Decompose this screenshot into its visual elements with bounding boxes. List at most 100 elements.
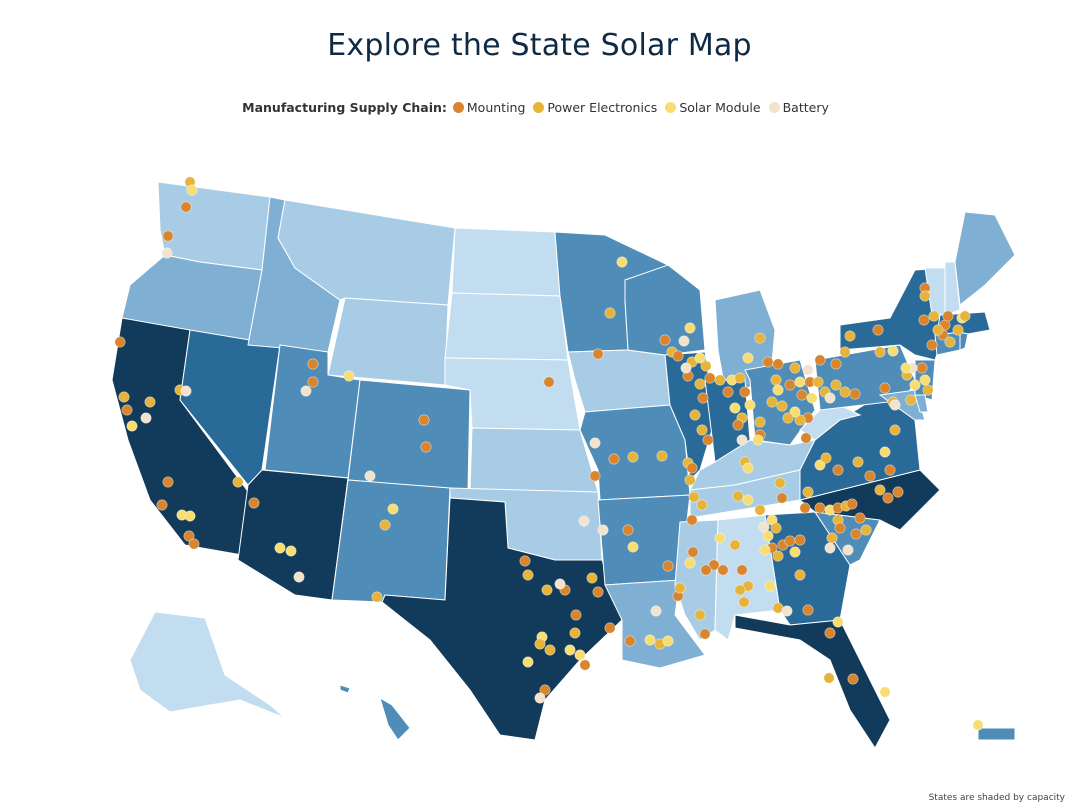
solar-module-facility-point[interactable] (762, 530, 774, 542)
mounting-facility-point[interactable] (592, 586, 604, 598)
mounting-facility-point[interactable] (543, 376, 555, 388)
legend-item-mounting[interactable]: Mounting (452, 100, 525, 115)
solar-module-facility-point[interactable] (744, 399, 756, 411)
mounting-facility-point[interactable] (114, 336, 126, 348)
battery-facility-point[interactable] (678, 335, 690, 347)
mounting-facility-point[interactable] (188, 538, 200, 550)
state-nm[interactable] (331, 479, 451, 603)
state-az[interactable] (237, 469, 349, 601)
mounting-facility-point[interactable] (539, 684, 551, 696)
battery-facility-point[interactable] (781, 605, 793, 617)
power-electronics-facility-point[interactable] (627, 451, 639, 463)
battery-facility-point[interactable] (680, 362, 692, 374)
power-electronics-facility-point[interactable] (774, 477, 786, 489)
battery-facility-point[interactable] (842, 544, 854, 556)
mounting-facility-point[interactable] (784, 379, 796, 391)
power-electronics-facility-point[interactable] (689, 409, 701, 421)
mounting-facility-point[interactable] (882, 492, 894, 504)
power-electronics-facility-point[interactable] (782, 412, 794, 424)
power-electronics-facility-point[interactable] (794, 569, 806, 581)
power-electronics-facility-point[interactable] (696, 424, 708, 436)
power-electronics-facility-point[interactable] (919, 290, 931, 302)
mounting-facility-point[interactable] (162, 230, 174, 242)
mounting-facility-point[interactable] (918, 314, 930, 326)
mounting-facility-point[interactable] (846, 498, 858, 510)
mounting-facility-point[interactable] (926, 339, 938, 351)
power-electronics-facility-point[interactable] (789, 362, 801, 374)
power-electronics-facility-point[interactable] (729, 539, 741, 551)
power-electronics-facility-point[interactable] (674, 582, 686, 594)
mounting-facility-point[interactable] (662, 560, 674, 572)
power-electronics-facility-point[interactable] (754, 332, 766, 344)
mounting-facility-point[interactable] (604, 622, 616, 634)
mounting-facility-point[interactable] (800, 432, 812, 444)
mounting-facility-point[interactable] (834, 522, 846, 534)
mounting-facility-point[interactable] (418, 414, 430, 426)
power-electronics-facility-point[interactable] (812, 376, 824, 388)
state-nd[interactable] (451, 227, 561, 297)
state-mt[interactable] (277, 199, 456, 306)
solar-module-facility-point[interactable] (764, 580, 776, 592)
solar-module-facility-point[interactable] (759, 544, 771, 556)
solar-module-facility-point[interactable] (522, 656, 534, 668)
solar-module-facility-point[interactable] (832, 616, 844, 628)
mounting-facility-point[interactable] (717, 564, 729, 576)
mounting-facility-point[interactable] (708, 559, 720, 571)
battery-facility-point[interactable] (650, 605, 662, 617)
power-electronics-facility-point[interactable] (144, 396, 156, 408)
power-electronics-facility-point[interactable] (826, 532, 838, 544)
mounting-facility-point[interactable] (916, 362, 928, 374)
power-electronics-facility-point[interactable] (952, 324, 964, 336)
mounting-facility-point[interactable] (850, 528, 862, 540)
battery-facility-point[interactable] (140, 412, 152, 424)
power-electronics-facility-point[interactable] (932, 324, 944, 336)
mounting-facility-point[interactable] (732, 419, 744, 431)
power-electronics-facility-point[interactable] (794, 414, 806, 426)
battery-facility-point[interactable] (736, 434, 748, 446)
solar-module-facility-point[interactable] (772, 384, 784, 396)
power-electronics-facility-point[interactable] (694, 609, 706, 621)
state-ia[interactable] (567, 349, 671, 413)
power-electronics-facility-point[interactable] (700, 360, 712, 372)
mounting-facility-point[interactable] (784, 535, 796, 547)
mounting-facility-point[interactable] (776, 492, 788, 504)
state-de[interactable] (914, 394, 929, 413)
power-electronics-facility-point[interactable] (944, 336, 956, 348)
solar-module-facility-point[interactable] (919, 374, 931, 386)
solar-module-facility-point[interactable] (887, 345, 899, 357)
battery-facility-point[interactable] (597, 524, 609, 536)
mounting-facility-point[interactable] (180, 201, 192, 213)
mounting-facility-point[interactable] (802, 604, 814, 616)
power-electronics-facility-point[interactable] (874, 346, 886, 358)
power-electronics-facility-point[interactable] (802, 486, 814, 498)
power-electronics-facility-point[interactable] (734, 372, 746, 384)
power-electronics-facility-point[interactable] (823, 672, 835, 684)
mounting-facility-point[interactable] (772, 358, 784, 370)
power-electronics-facility-point[interactable] (754, 504, 766, 516)
state-ri[interactable] (959, 331, 969, 351)
state-hi[interactable] (339, 684, 411, 741)
solar-module-facility-point[interactable] (616, 256, 628, 268)
solar-module-facility-point[interactable] (900, 362, 912, 374)
mounting-facility-point[interactable] (830, 358, 842, 370)
mounting-facility-point[interactable] (739, 386, 751, 398)
power-electronics-facility-point[interactable] (922, 384, 934, 396)
battery-facility-point[interactable] (889, 399, 901, 411)
legend-item-power-electronics[interactable]: Power Electronics (533, 100, 657, 115)
solar-module-facility-point[interactable] (564, 644, 576, 656)
solar-module-facility-point[interactable] (909, 379, 921, 391)
power-electronics-facility-point[interactable] (770, 374, 782, 386)
mounting-facility-point[interactable] (849, 388, 861, 400)
mounting-facility-point[interactable] (824, 627, 836, 639)
mounting-facility-point[interactable] (592, 348, 604, 360)
battery-facility-point[interactable] (578, 515, 590, 527)
mounting-facility-point[interactable] (700, 564, 712, 576)
mounting-facility-point[interactable] (879, 382, 891, 394)
solar-module-facility-point[interactable] (644, 634, 656, 646)
power-electronics-facility-point[interactable] (738, 596, 750, 608)
power-electronics-facility-point[interactable] (604, 307, 616, 319)
mounting-facility-point[interactable] (248, 497, 260, 509)
power-electronics-facility-point[interactable] (569, 627, 581, 639)
mounting-facility-point[interactable] (307, 358, 319, 370)
battery-facility-point[interactable] (554, 578, 566, 590)
